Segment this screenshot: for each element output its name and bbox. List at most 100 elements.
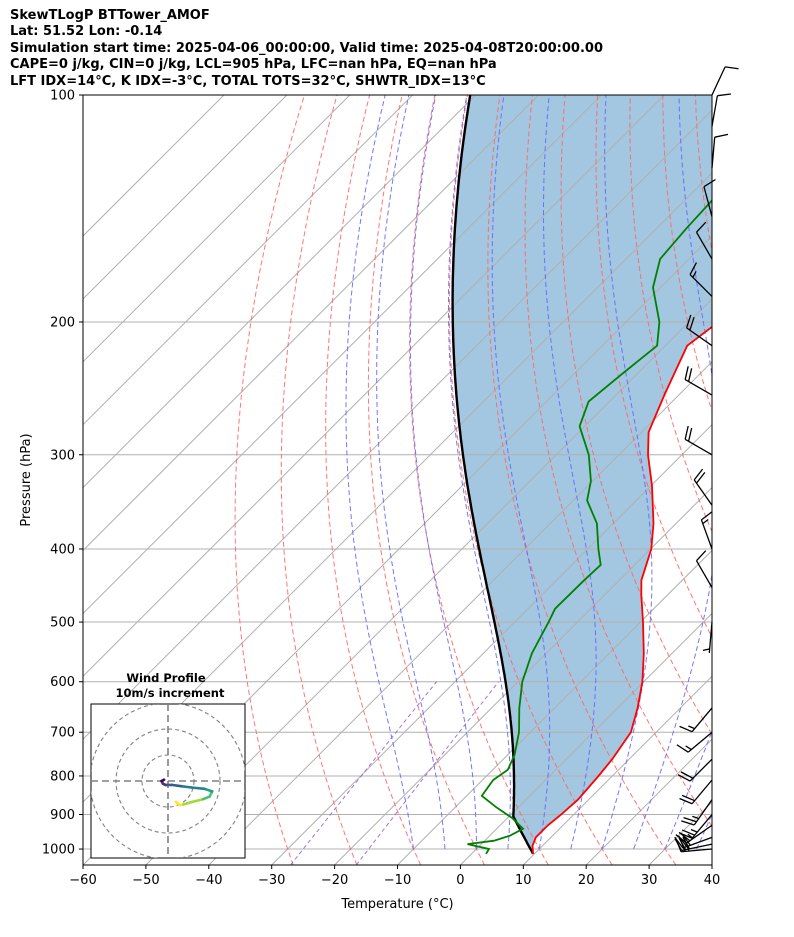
wind-barb: [711, 93, 731, 127]
hodograph-segment: [203, 787, 214, 793]
barb-feather: [674, 838, 683, 851]
barb-shaft: [687, 731, 713, 753]
barb-feather: [677, 774, 691, 782]
dry-adiabat: [280, 95, 358, 865]
moist-adiabat: [601, 95, 653, 850]
dry-adiabat: [409, 95, 549, 865]
barb-shaft: [708, 621, 713, 653]
chart-title: SkewTLogP BTTower_AMOF: [10, 8, 210, 23]
x-tick-label: −60: [69, 873, 96, 888]
wind-barb: [689, 262, 713, 297]
stability-indices-line: CAPE=0 j/kg, CIN=0 j/kg, LCL=905 hPa, LF…: [10, 57, 497, 73]
barb-shaft: [703, 186, 713, 217]
temperature-line: [531, 325, 712, 854]
isotherm--100: [83, 95, 602, 615]
barb-half-feather: [688, 725, 695, 730]
barb-feather: [714, 133, 729, 138]
x-tick-label: 10: [515, 873, 532, 888]
barb-feather: [680, 771, 694, 779]
time-line: Simulation start time: 2025-04-06_00:00:…: [10, 40, 603, 56]
moist-adiabat: [409, 95, 477, 849]
dry-adiabat: [694, 95, 712, 254]
isotherm--160: [83, 95, 225, 237]
x-tick-label: 0: [456, 873, 464, 888]
barb-feather: [725, 66, 739, 70]
barb-feather: [701, 511, 713, 521]
barb-feather: [687, 368, 693, 382]
barb-feather: [696, 471, 706, 484]
barb-shaft: [689, 758, 713, 782]
isotherm-10: [522, 675, 712, 865]
y-tick-label: 500: [50, 616, 75, 631]
y-tick-label: 400: [50, 542, 75, 557]
barb-feather: [683, 816, 697, 823]
barb-feather: [679, 725, 693, 733]
hodograph-segment: [182, 800, 194, 806]
isotherm--110: [83, 95, 539, 552]
barb-half-feather: [692, 815, 700, 820]
dewpoint-line: [467, 199, 712, 855]
y-tick-label: 600: [50, 675, 75, 690]
isotherm--50: [145, 298, 712, 865]
barb-shaft: [711, 95, 719, 127]
moist-adiabat: [728, 95, 794, 849]
hodograph-segment: [179, 784, 193, 789]
barb-feather: [689, 317, 695, 331]
barb-feather: [681, 794, 695, 802]
isotherm--20: [334, 486, 712, 865]
barb-shaft: [695, 560, 713, 588]
parcel-profile-line: [451, 95, 535, 855]
profile-layer: [451, 95, 712, 855]
barb-half-feather: [702, 648, 710, 651]
hodograph-plot: [91, 704, 245, 858]
isotherm--30: [271, 423, 712, 865]
cape-fill-layer: [452, 95, 712, 854]
moist-adiabat: [345, 95, 414, 850]
isotherm--140: [83, 95, 351, 363]
dry-adiabat: [560, 95, 712, 736]
wind-barb: [679, 779, 713, 805]
wind-barb: [684, 366, 713, 396]
wind-barbs: [674, 66, 739, 853]
dry-adiabat: [234, 95, 305, 865]
dry-adiabat: [448, 95, 613, 865]
barb-feather: [681, 829, 695, 836]
y-axis-label: Pressure (hPa): [19, 433, 34, 526]
x-tick-label: −40: [195, 873, 222, 888]
dry-adiabat: [595, 95, 712, 639]
y-tick-label: 100: [50, 89, 75, 104]
barb-shaft: [695, 231, 713, 260]
barb-shaft: [693, 479, 713, 506]
grid-layer: [83, 95, 794, 865]
dry-adiabat: [325, 95, 422, 865]
y-tick-label: 800: [50, 769, 75, 784]
cin-region-fill: [452, 95, 712, 854]
barb-shaft: [689, 274, 713, 297]
barb-feather: [703, 178, 716, 188]
dry-adiabat: [524, 95, 712, 828]
x-tick-label: −10: [384, 873, 411, 888]
isotherm--40: [208, 361, 712, 865]
barb-shaft: [711, 66, 726, 96]
isotherm--130: [83, 95, 414, 426]
hodograph-title: Wind Profile: [126, 671, 206, 685]
barb-feather: [696, 550, 707, 562]
barb-feather: [684, 366, 689, 380]
barb-feather: [679, 797, 693, 805]
wind-barb: [702, 621, 713, 653]
dry-adiabat: [487, 95, 677, 865]
isotherm--80: [83, 109, 712, 740]
x-tick-label: 30: [641, 873, 658, 888]
location-line: Lat: 51.52 Lon: -0.14: [10, 24, 163, 40]
isotherm--10: [397, 549, 712, 865]
y-tick-label: 200: [50, 315, 75, 330]
mixing-ratio-line: [290, 681, 437, 865]
dry-adiabat: [629, 95, 712, 533]
wind-barb: [700, 511, 713, 550]
barb-half-feather: [692, 271, 697, 278]
dry-adiabat: [662, 95, 712, 413]
barb-half-feather: [690, 828, 698, 833]
isotherm-40: [711, 864, 712, 865]
hodograph-segment: [160, 778, 166, 783]
mixing-ratio-line: [355, 681, 499, 865]
